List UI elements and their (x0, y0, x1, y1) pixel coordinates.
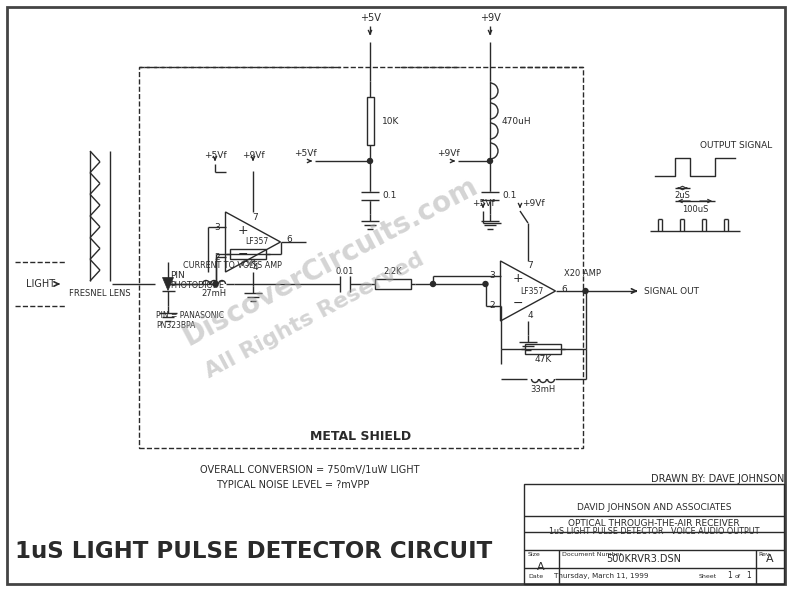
Text: METAL SHIELD: METAL SHIELD (310, 430, 412, 443)
Text: X20 AMP: X20 AMP (563, 268, 600, 278)
Text: +9Vf: +9Vf (436, 150, 459, 158)
Bar (375, 279, 411, 289)
Text: +9V: +9V (480, 13, 501, 23)
Text: Date: Date (528, 573, 543, 579)
Text: 2.2K: 2.2K (383, 268, 402, 277)
Text: 3: 3 (215, 222, 220, 232)
Text: 1uS LIGHT PULSE DETECTOR   VOICE AUDIO OUTPUT: 1uS LIGHT PULSE DETECTOR VOICE AUDIO OUT… (549, 528, 760, 537)
Text: 500KRVR3.DSN: 500KRVR3.DSN (607, 554, 681, 564)
Text: 2: 2 (489, 301, 495, 310)
Text: TYPICAL NOISE LEVEL = ?mVPP: TYPICAL NOISE LEVEL = ?mVPP (216, 480, 370, 490)
Circle shape (431, 281, 436, 287)
Text: 6: 6 (562, 284, 567, 294)
Text: OUTPUT SIGNAL: OUTPUT SIGNAL (700, 141, 772, 150)
Circle shape (483, 281, 488, 287)
Text: LIGHT: LIGHT (26, 279, 55, 289)
Text: +5V: +5V (360, 13, 380, 23)
Text: of: of (735, 573, 741, 579)
Text: SIGNAL OUT: SIGNAL OUT (644, 287, 699, 296)
Text: 7: 7 (252, 213, 258, 222)
Text: 100uS: 100uS (682, 204, 708, 213)
Text: OVERALL CONVERSION = 750mV/1uW LIGHT: OVERALL CONVERSION = 750mV/1uW LIGHT (200, 465, 420, 475)
Text: 75K: 75K (239, 259, 257, 268)
Text: +5Vf: +5Vf (294, 150, 316, 158)
Text: 0.1: 0.1 (382, 191, 396, 200)
Text: Thursday, March 11, 1999: Thursday, March 11, 1999 (554, 573, 649, 579)
Text: 0.1: 0.1 (502, 191, 516, 200)
Circle shape (583, 288, 588, 294)
Text: Rev: Rev (758, 551, 770, 557)
Text: 10K: 10K (382, 116, 399, 125)
Text: 2uS: 2uS (674, 191, 690, 200)
Text: OPTICAL THROUGH-THE-AIR RECEIVER: OPTICAL THROUGH-THE-AIR RECEIVER (568, 518, 740, 528)
Text: PIN = PANASONIC: PIN = PANASONIC (156, 311, 224, 320)
Bar (524, 484, 784, 584)
Text: DRAWN BY: DAVE JOHNSON: DRAWN BY: DAVE JOHNSON (650, 474, 784, 484)
Text: DAVID JOHNSON AND ASSOCIATES: DAVID JOHNSON AND ASSOCIATES (577, 502, 731, 511)
Text: +: + (512, 272, 524, 285)
Text: PHOTODIODE: PHOTODIODE (170, 281, 224, 290)
Text: +5Vf: +5Vf (472, 199, 494, 207)
Text: 1: 1 (746, 571, 751, 580)
Bar (367, 97, 374, 145)
Text: −: − (238, 248, 248, 261)
Text: A: A (766, 554, 774, 564)
Text: 3: 3 (489, 271, 495, 281)
Circle shape (213, 281, 218, 287)
Text: Size: Size (528, 551, 541, 557)
Text: 1: 1 (727, 571, 732, 580)
Text: 4: 4 (527, 311, 533, 320)
Text: PN323BPA: PN323BPA (156, 322, 196, 330)
Text: Sheet: Sheet (699, 573, 717, 579)
Text: FRESNEL LENS: FRESNEL LENS (69, 288, 131, 297)
Text: 470uH: 470uH (502, 116, 531, 125)
Text: All Rights Reserved: All Rights Reserved (202, 249, 428, 382)
Text: −: − (512, 297, 524, 310)
Text: PIN: PIN (170, 271, 185, 280)
Text: +: + (238, 223, 249, 236)
Text: A: A (537, 562, 545, 572)
Text: +5Vf: +5Vf (204, 151, 227, 161)
Polygon shape (162, 278, 173, 291)
Bar (139, 67, 583, 448)
Text: 7: 7 (527, 261, 533, 271)
Bar (230, 249, 266, 259)
Text: 1uS LIGHT PULSE DETECTOR CIRCUIT: 1uS LIGHT PULSE DETECTOR CIRCUIT (15, 540, 493, 563)
Text: LF357: LF357 (520, 287, 543, 296)
Text: +9Vf: +9Vf (242, 151, 265, 161)
Text: 33mH: 33mH (531, 385, 556, 394)
Text: 27mH: 27mH (201, 290, 227, 298)
Text: +9Vf: +9Vf (522, 199, 544, 207)
Text: 2: 2 (215, 252, 220, 261)
Text: CURRENT TO VOLTS AMP: CURRENT TO VOLTS AMP (183, 261, 282, 269)
Text: DiscoverCircuits.com: DiscoverCircuits.com (177, 171, 482, 351)
Bar (525, 344, 561, 354)
Text: Document Number: Document Number (562, 551, 623, 557)
Text: 6: 6 (287, 235, 292, 245)
Text: 47K: 47K (535, 355, 551, 363)
Text: LF357: LF357 (246, 238, 268, 246)
Circle shape (488, 158, 493, 164)
Text: 0.01: 0.01 (336, 268, 354, 277)
Text: 4: 4 (252, 262, 258, 271)
Circle shape (367, 158, 372, 164)
